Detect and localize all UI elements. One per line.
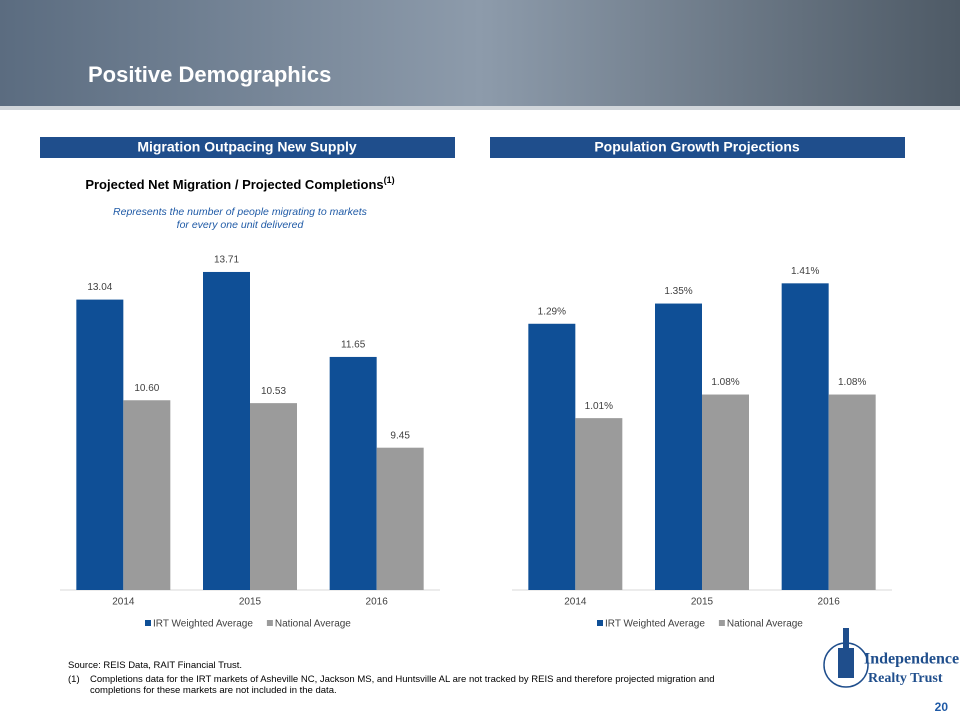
value-label: 1.35% xyxy=(664,286,692,297)
legend-label: National Average xyxy=(275,619,351,630)
value-label: 9.45 xyxy=(390,430,410,441)
bar xyxy=(828,394,876,590)
value-label: 1.08% xyxy=(711,377,739,388)
section-bar xyxy=(40,137,455,158)
footnote-marker: (1) xyxy=(68,674,80,685)
section-bar xyxy=(490,137,905,158)
x-tick-label: 2016 xyxy=(366,597,389,608)
bar xyxy=(781,283,829,590)
section-title: Population Growth Projections xyxy=(594,139,800,155)
chart-subtitle: Represents the number of people migratin… xyxy=(113,206,367,231)
logo-text: Independence xyxy=(864,651,959,668)
header-image xyxy=(0,0,960,108)
bar xyxy=(76,299,124,590)
footnote-text: Completions data for the IRT markets of … xyxy=(90,674,715,696)
bar xyxy=(250,403,297,590)
x-tick-label: 2015 xyxy=(239,597,262,608)
value-label: 13.04 xyxy=(87,282,112,293)
value-label: 1.41% xyxy=(791,266,819,277)
footnote-source: Source: REIS Data, RAIT Financial Trust. xyxy=(68,660,243,671)
bar xyxy=(203,271,250,590)
chart-title-note: (1) xyxy=(384,175,395,185)
logo-building xyxy=(838,648,854,678)
x-tick-label: 2014 xyxy=(564,597,587,608)
bar xyxy=(376,447,424,590)
chart-title-text: Projected Net Migration / Projected Comp… xyxy=(85,177,383,192)
bar xyxy=(575,418,623,590)
bar xyxy=(702,394,749,590)
header-rule xyxy=(0,106,960,110)
logo-text: Realty Trust xyxy=(868,671,943,686)
legend-swatch xyxy=(718,620,725,626)
value-label: 11.65 xyxy=(341,340,366,351)
x-tick-label: 2014 xyxy=(112,597,135,608)
slide-title: Positive Demographics xyxy=(88,62,331,87)
value-label: 1.01% xyxy=(585,401,613,412)
value-label: 10.60 xyxy=(134,383,159,394)
page-number: 20 xyxy=(935,700,949,714)
bar xyxy=(528,323,576,590)
x-tick-label: 2016 xyxy=(818,597,841,608)
legend-swatch xyxy=(597,620,603,626)
legend-swatch xyxy=(145,620,151,626)
bar xyxy=(655,303,702,590)
x-tick-label: 2015 xyxy=(691,597,714,608)
legend-swatch xyxy=(266,620,273,626)
chart-title: Projected Net Migration / Projected Comp… xyxy=(85,175,394,192)
logo-spire xyxy=(843,628,849,648)
value-label: 10.53 xyxy=(261,386,286,397)
section-title: Migration Outpacing New Supply xyxy=(137,139,357,155)
legend-label: IRT Weighted Average xyxy=(153,619,253,630)
value-label: 13.71 xyxy=(214,255,239,266)
legend-label: IRT Weighted Average xyxy=(605,619,705,630)
bar xyxy=(329,356,377,590)
logo: Independence Realty Trust xyxy=(823,628,959,688)
footnote: (1) Completions data for the IRT markets… xyxy=(68,674,718,696)
bar xyxy=(123,400,171,590)
value-label: 1.29% xyxy=(538,306,566,317)
value-label: 1.08% xyxy=(838,377,866,388)
legend-label: National Average xyxy=(727,619,803,630)
